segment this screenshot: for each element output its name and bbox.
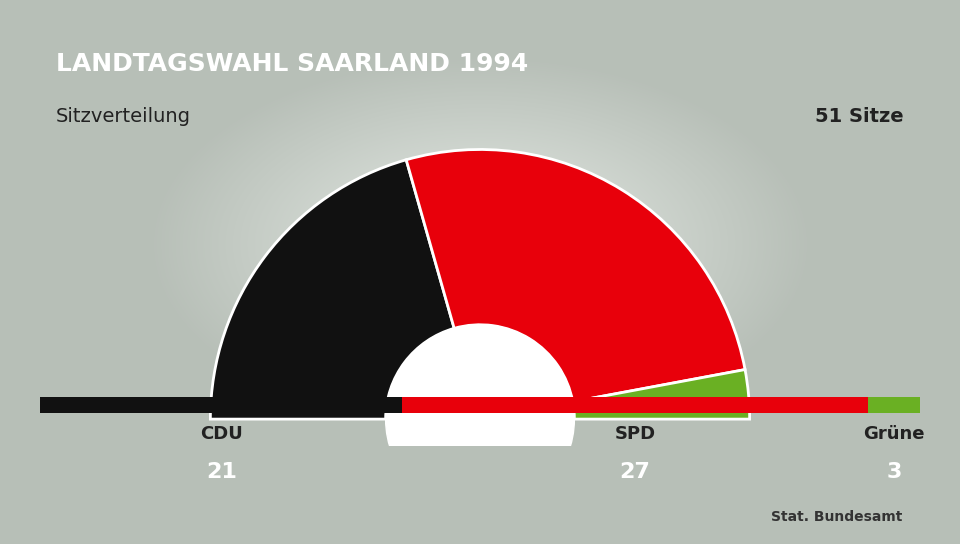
Wedge shape [406, 150, 745, 402]
Text: 27: 27 [620, 462, 651, 482]
Circle shape [386, 325, 574, 514]
Text: Sitzverteilung: Sitzverteilung [56, 108, 191, 126]
Text: CDU: CDU [200, 425, 243, 443]
Text: SPD: SPD [614, 425, 656, 443]
Bar [40, 397, 402, 413]
Wedge shape [210, 160, 454, 419]
Text: Stat. Bundesamt: Stat. Bundesamt [771, 510, 902, 524]
Text: 3: 3 [886, 462, 901, 482]
Bar [402, 397, 868, 413]
Text: LANDTAGSWAHL SAARLAND 1994: LANDTAGSWAHL SAARLAND 1994 [56, 52, 528, 76]
Wedge shape [573, 369, 750, 419]
Text: 21: 21 [206, 462, 237, 482]
Text: 51 Sitze: 51 Sitze [815, 108, 904, 126]
Text: Grüne: Grüne [863, 425, 924, 443]
Bar [868, 397, 920, 413]
